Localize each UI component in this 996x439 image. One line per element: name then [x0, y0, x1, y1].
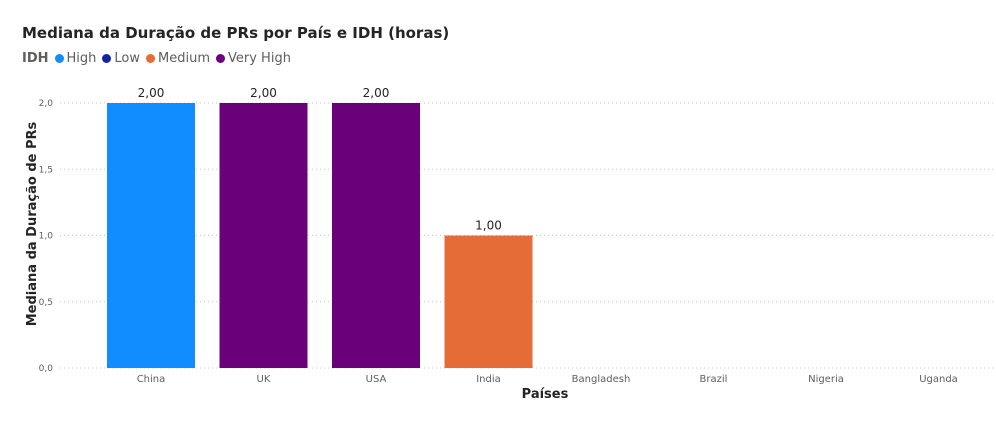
- bars: [107, 103, 533, 368]
- y-tick-label: 0,0: [39, 364, 54, 374]
- x-axis-ticks: China UK USA India Bangladesh Brazil Nigeria Ug…: [137, 374, 958, 385]
- y-tick-label: 1,5: [39, 165, 53, 175]
- legend-dot-icon: [54, 54, 64, 63]
- legend-label: Low: [114, 51, 141, 66]
- legend-label: Medium: [158, 51, 210, 66]
- data-label: 2,00: [363, 86, 390, 100]
- x-tick-label: USA: [366, 374, 387, 385]
- x-tick-label: China: [137, 374, 166, 385]
- x-tick-label: India: [476, 374, 501, 385]
- legend-item-low[interactable]: Low: [102, 51, 140, 66]
- x-tick-label: UK: [257, 374, 271, 385]
- legend-label: Very High: [228, 51, 291, 66]
- y-tick-label: 2,0: [39, 99, 54, 109]
- legend-dot-icon: [216, 54, 225, 63]
- data-labels: 2,00 2,00 2,00 1,00: [138, 86, 502, 233]
- bar-uk[interactable]: [219, 103, 308, 368]
- legend-item-very-high[interactable]: Very High: [216, 51, 291, 66]
- legend-dot-icon: [102, 54, 112, 63]
- legend-label: High: [66, 51, 97, 66]
- bar-usa[interactable]: [332, 103, 420, 368]
- legend: IDH High Low Medium Very High: [22, 51, 297, 66]
- legend-item-high[interactable]: High: [54, 51, 97, 66]
- bar-india[interactable]: [444, 235, 533, 369]
- y-tick-label: 0,5: [39, 298, 53, 308]
- y-axis-title: Mediana da Duração de PRs: [25, 121, 40, 326]
- x-tick-label: Uganda: [919, 374, 958, 385]
- chart-title: Mediana da Duração de PRs por País e IDH…: [22, 24, 450, 42]
- data-label: 2,00: [250, 86, 277, 100]
- y-axis-ticks: 0,0 0,5 1,0 1,5 2,0: [39, 99, 54, 374]
- x-tick-label: Bangladesh: [572, 374, 631, 385]
- x-tick-label: Brazil: [700, 374, 728, 385]
- y-tick-label: 1,0: [39, 232, 54, 242]
- data-label: 2,00: [138, 86, 165, 100]
- legend-title: IDH: [22, 51, 49, 66]
- legend-dot-icon: [146, 54, 156, 63]
- x-axis-title: Países: [522, 387, 569, 402]
- bar-china[interactable]: [107, 103, 195, 368]
- legend-item-medium[interactable]: Medium: [146, 51, 210, 66]
- data-label: 1,00: [475, 219, 502, 233]
- x-tick-label: Nigeria: [808, 374, 844, 385]
